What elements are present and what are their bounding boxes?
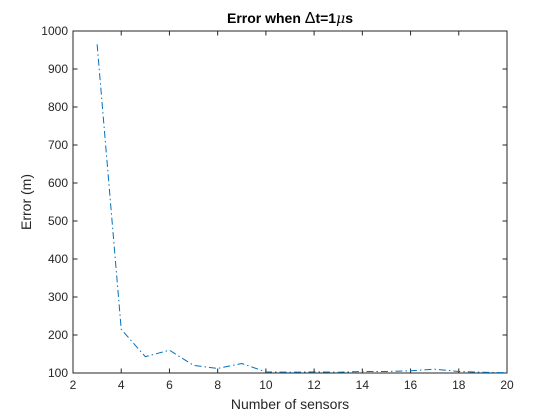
x-tick-label: 16: [404, 378, 418, 392]
plot-area: [73, 31, 507, 373]
title-prefix: Error when: [227, 10, 305, 26]
y-tick-label: 800: [48, 100, 68, 114]
y-tick-label: 400: [48, 252, 68, 266]
title-delta-symbol: Δ: [305, 10, 316, 27]
y-tick-label: 700: [48, 138, 68, 152]
chart-title: Error when Δt=1μs: [227, 10, 353, 27]
x-tick-label: 6: [166, 378, 173, 392]
x-tick-label: 2: [70, 378, 77, 392]
x-tick-label: 18: [452, 378, 466, 392]
title-suffix: s: [345, 10, 353, 26]
y-tick-label: 1000: [41, 24, 68, 38]
y-tick-label: 300: [48, 290, 68, 304]
title-mu-symbol: μ: [336, 11, 345, 27]
y-axis-label: Error (m): [18, 174, 34, 230]
x-tick-label: 12: [307, 378, 321, 392]
x-tick-label: 20: [500, 378, 514, 392]
x-tick-label: 4: [118, 378, 125, 392]
title-middle: t=1: [315, 10, 336, 26]
y-tick-label: 100: [48, 366, 68, 380]
x-tick-label: 14: [356, 378, 370, 392]
axes: 2 4 6 8 10 12 14 16 18 20 100 200 300 400 500 600 700 800…: [41, 24, 514, 392]
y-tick-label: 900: [48, 62, 68, 76]
x-axis-label: Number of sensors: [231, 396, 349, 412]
x-tick-label: 10: [259, 378, 273, 392]
axes-box: [72, 30, 508, 374]
y-tick-label: 500: [48, 214, 68, 228]
y-tick-label: 600: [48, 176, 68, 190]
y-tick-label: 200: [48, 328, 68, 342]
x-tick-label: 8: [214, 378, 221, 392]
